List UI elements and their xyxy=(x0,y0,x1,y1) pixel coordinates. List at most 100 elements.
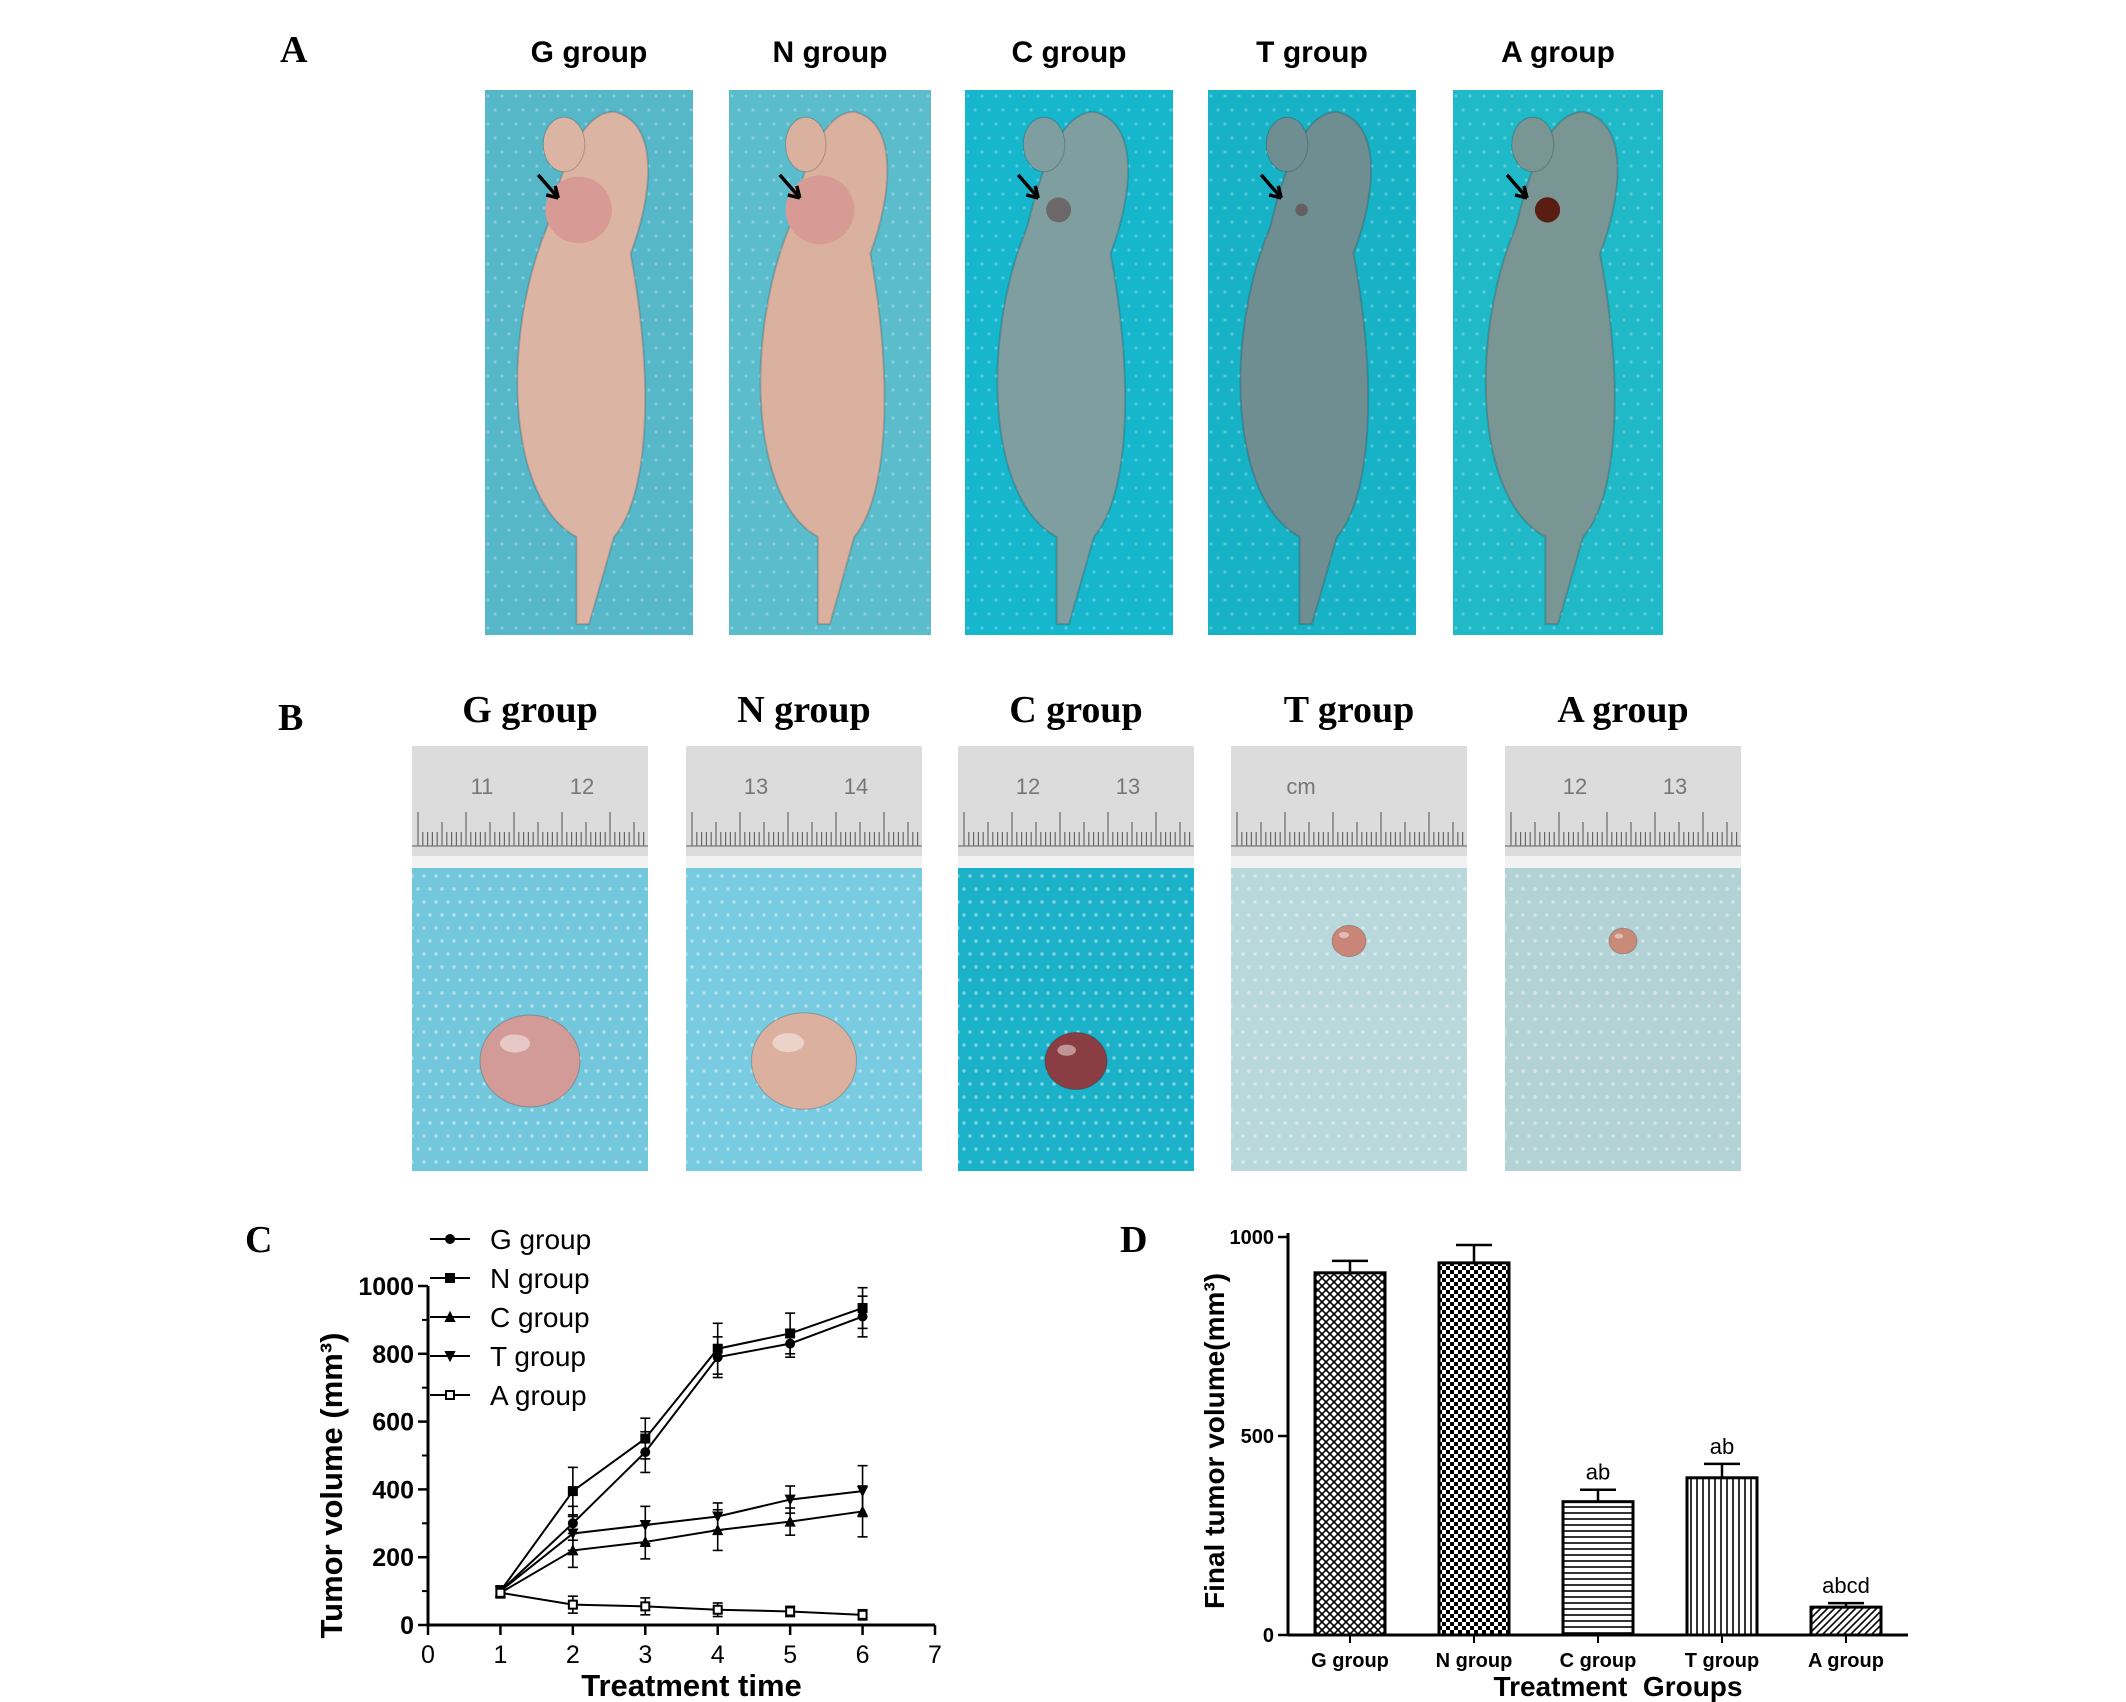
panel-a-letter: A xyxy=(280,29,308,71)
tumor-photo-2: 13 14 xyxy=(686,746,922,1171)
c-legend-marker xyxy=(444,1310,456,1322)
c-series-line xyxy=(499,1315,863,1592)
d-category-label: N group xyxy=(1436,1650,1513,1672)
d-significance-label: ab xyxy=(1710,1434,1734,1459)
c-series-line xyxy=(500,1591,863,1616)
c-legend: G group N group C group T group A group xyxy=(430,1224,591,1411)
d-category-label: T group xyxy=(1685,1650,1759,1672)
c-data-point xyxy=(495,1587,506,1598)
c-legend-marker xyxy=(444,1351,456,1363)
c-series-5 xyxy=(495,1587,868,1621)
c-xtick-label: 2 xyxy=(566,1641,580,1669)
ruler-mark-4-a: cm xyxy=(1286,774,1315,799)
c-data-point xyxy=(856,1486,869,1498)
c-legend-entry: C group xyxy=(490,1302,590,1333)
panel-b-letter: B xyxy=(278,697,304,739)
d-significance-label: ab xyxy=(1586,1460,1610,1485)
c-series-line xyxy=(499,1490,863,1592)
mouse-photo-2 xyxy=(729,90,931,635)
panel-a-label-5: A group xyxy=(1501,36,1615,69)
d-bar xyxy=(1685,1476,1759,1637)
c-ytick-label: 600 xyxy=(372,1409,414,1437)
c-data-point xyxy=(785,1606,796,1617)
c-ytick-label: 1000 xyxy=(358,1273,414,1301)
c-data-point xyxy=(567,1486,578,1497)
panel-a-label-3: C group xyxy=(1011,36,1127,69)
panel-a-label-4: T group xyxy=(1256,36,1368,69)
d-bar-group-4: ab T group xyxy=(1685,1434,1759,1672)
c-data-point xyxy=(567,1528,579,1540)
c-legend-entry: T group xyxy=(490,1341,586,1372)
ruler-mark-1-a: 11 xyxy=(471,774,494,799)
d-bar xyxy=(1313,1271,1387,1637)
c-xtick-label: 6 xyxy=(856,1641,870,1669)
d-category-label: C group xyxy=(1560,1650,1637,1672)
c-series-line xyxy=(499,1307,863,1592)
ruler-mark-2-a: 13 xyxy=(744,774,768,799)
c-data-point xyxy=(640,1433,651,1444)
c-series-3 xyxy=(494,1485,869,1599)
c-xtick-label: 0 xyxy=(421,1641,435,1669)
panel-b-label-3: C group xyxy=(1009,689,1143,731)
c-xtick-label: 4 xyxy=(711,1641,725,1669)
panel-d-final-volume-chart: G group N group ab C group ab T group abcd A gr… xyxy=(1199,1227,1908,1702)
c-legend-marker xyxy=(445,1390,455,1400)
c-data-point xyxy=(712,1604,723,1615)
mouse-photo-5 xyxy=(1453,90,1663,635)
c-data-point xyxy=(785,1328,796,1339)
c-ytick-label: 0 xyxy=(400,1612,414,1640)
tumor-photo-3: 12 13 xyxy=(958,746,1194,1171)
ruler-mark-3-b: 13 xyxy=(1116,774,1140,799)
panel-a-label-2: N group xyxy=(772,36,888,69)
mouse-photo-1 xyxy=(485,90,693,635)
c-ytick-label: 200 xyxy=(372,1544,414,1572)
c-data-point xyxy=(857,1609,868,1620)
d-bar-group-5: abcd A group xyxy=(1808,1573,1884,1672)
c-data-point xyxy=(639,1519,651,1532)
ruler-mark-3-a: 12 xyxy=(1016,774,1040,799)
panel-b-label-1: G group xyxy=(462,689,598,731)
d-bar-group-2: N group xyxy=(1436,1243,1513,1672)
c-legend-marker xyxy=(445,1234,455,1244)
c-xtick-label: 7 xyxy=(928,1641,942,1669)
panel-a-label-1: G group xyxy=(530,36,648,69)
mouse-photo-3 xyxy=(965,90,1173,635)
panel-d-letter: D xyxy=(1120,1219,1148,1261)
c-data-point xyxy=(857,1303,868,1314)
c-data-point xyxy=(784,1494,796,1506)
c-legend-entry: G group xyxy=(490,1224,591,1255)
ruler-mark-2-b: 14 xyxy=(844,774,868,799)
c-data-point xyxy=(712,1511,724,1523)
d-bar-group-3: ab C group xyxy=(1560,1460,1637,1672)
c-xtick-label: 3 xyxy=(638,1641,652,1669)
tumor-photo-5: 12 13 xyxy=(1505,746,1741,1171)
c-series-4 xyxy=(494,1464,869,1598)
panel-c-letter: C xyxy=(245,1219,273,1261)
c-data-point xyxy=(784,1515,796,1527)
ruler-mark-5-a: 12 xyxy=(1563,774,1587,799)
d-bar-group-1: G group xyxy=(1311,1259,1389,1672)
c-series-line xyxy=(499,1510,863,1594)
c-data-point xyxy=(640,1601,651,1612)
c-y-axis-label: Tumor volume (mm³) xyxy=(314,1333,349,1639)
c-legend-entry: A group xyxy=(490,1380,587,1411)
mouse-photo-4 xyxy=(1208,90,1416,635)
d-bar xyxy=(1561,1500,1635,1637)
ruler-mark-5-b: 13 xyxy=(1663,774,1687,799)
d-x-axis-label: Treatment Groups xyxy=(1494,1671,1743,1702)
panel-b-label-4: T group xyxy=(1283,689,1415,731)
d-significance-label: abcd xyxy=(1822,1573,1870,1598)
c-legend-entry: N group xyxy=(490,1263,590,1294)
d-bar xyxy=(1437,1261,1511,1637)
c-x-axis-label: Treatment time xyxy=(581,1668,802,1702)
c-xtick-label: 1 xyxy=(493,1641,507,1669)
c-xtick-label: 5 xyxy=(783,1641,797,1669)
tumor-photo-4: cm xyxy=(1231,746,1467,1171)
d-bar xyxy=(1809,1605,1883,1637)
c-ytick-label: 400 xyxy=(372,1476,414,1504)
c-data-point xyxy=(567,1599,578,1610)
d-category-label: A group xyxy=(1808,1650,1884,1672)
c-data-point xyxy=(712,1343,723,1354)
panel-b-label-2: N group xyxy=(737,689,871,731)
c-ytick-label: 800 xyxy=(372,1341,414,1369)
